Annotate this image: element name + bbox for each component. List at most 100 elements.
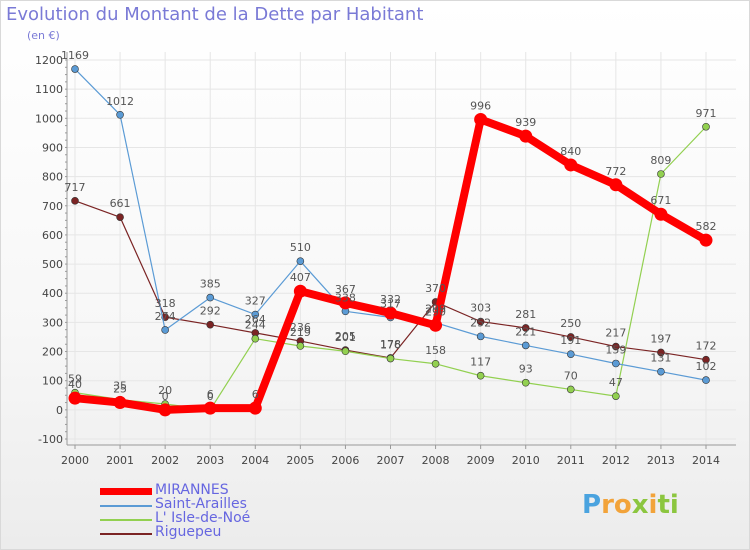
- data-label-riguepeu: 250: [560, 317, 581, 330]
- data-label-mirannes: 582: [696, 220, 717, 233]
- legend-label-saint-arailles: Saint-Arailles: [155, 496, 247, 512]
- y-tick-label: 1200: [35, 54, 63, 67]
- data-label-saint-arailles: 1169: [61, 49, 89, 62]
- point-riguepeu: [612, 342, 620, 351]
- legend-label-mirannes: MIRANNES: [155, 482, 229, 498]
- y-tick-label: 300: [42, 316, 63, 329]
- data-label-riguepeu: 661: [110, 197, 131, 210]
- data-label-mirannes: 25: [113, 383, 127, 396]
- data-label-l-isle-de-no: 35: [113, 380, 127, 393]
- point-mirannes: [338, 296, 352, 310]
- y-tick-label: 200: [42, 346, 63, 359]
- data-label-saint-arailles: 221: [515, 325, 536, 338]
- point-saint-arailles: [476, 332, 485, 341]
- legend-swatch-riguepeu: [100, 533, 152, 535]
- data-label-saint-arailles: 338: [335, 291, 356, 304]
- data-label-mirannes: 0: [162, 390, 169, 403]
- point-saint-arailles: [161, 326, 169, 334]
- data-label-l-isle-de-no: 201: [335, 331, 356, 344]
- x-tick-label: 2000: [61, 454, 89, 467]
- point-mirannes: [699, 233, 713, 247]
- y-tick-label: 700: [42, 200, 63, 213]
- legend-swatch-saint-arailles: [100, 505, 152, 507]
- data-label-saint-arailles: 102: [696, 360, 717, 373]
- data-label-saint-arailles: 299: [425, 303, 446, 316]
- data-label-mirannes: 290: [425, 305, 446, 318]
- x-tick-label: 2012: [602, 454, 630, 467]
- point-l-isle-de-no: [612, 392, 620, 400]
- data-label-mirannes: 840: [560, 145, 581, 158]
- point-riguepeu: [657, 348, 665, 357]
- data-label-riguepeu: 717: [65, 181, 86, 194]
- x-tick-label: 2009: [467, 454, 495, 467]
- x-tick-label: 2001: [106, 454, 134, 467]
- point-l-isle-de-no: [521, 378, 530, 387]
- data-label-l-isle-de-no: 219: [290, 326, 311, 339]
- data-label-saint-arailles: 327: [245, 295, 266, 308]
- point-riguepeu: [206, 320, 215, 329]
- point-saint-arailles: [206, 293, 215, 302]
- point-mirannes: [203, 401, 217, 415]
- point-riguepeu: [116, 213, 124, 221]
- data-label-riguepeu: 205: [335, 330, 356, 343]
- y-tick-label: 500: [42, 258, 63, 271]
- data-label-l-isle-de-no: 117: [470, 356, 491, 369]
- brand-logo: Proxiti: [582, 490, 679, 520]
- point-l-isle-de-no: [386, 354, 395, 363]
- point-saint-arailles: [612, 359, 620, 368]
- data-label-riguepeu: 303: [470, 302, 491, 315]
- point-mirannes: [474, 112, 488, 126]
- point-saint-arailles: [251, 310, 260, 319]
- point-l-isle-de-no: [702, 122, 710, 131]
- y-tick-label: 100: [42, 375, 63, 388]
- data-label-l-isle-de-no: 47: [609, 376, 623, 389]
- data-label-saint-arailles: 317: [380, 297, 401, 310]
- data-label-mirannes: 996: [470, 99, 491, 112]
- x-tick-label: 2005: [286, 454, 314, 467]
- point-mirannes: [113, 396, 127, 410]
- point-saint-arailles: [116, 111, 124, 119]
- x-tick-label: 2003: [196, 454, 224, 467]
- point-riguepeu: [702, 355, 710, 364]
- x-tick-label: 2004: [241, 454, 269, 467]
- point-l-isle-de-no: [341, 347, 350, 356]
- y-tick-label: 0: [56, 404, 63, 417]
- data-label-riguepeu: 370: [425, 282, 446, 295]
- y-tick-label: 800: [42, 171, 63, 184]
- legend-item-isle-de-noe: L' Isle-de-Noé: [100, 511, 360, 526]
- x-tick-label: 2010: [512, 454, 540, 467]
- point-l-isle-de-no: [431, 359, 440, 368]
- point-mirannes: [429, 318, 443, 332]
- x-tick-label: 2014: [692, 454, 720, 467]
- x-tick-label: 2006: [331, 454, 359, 467]
- data-label-saint-arailles: 252: [470, 316, 491, 329]
- legend: MIRANNES Saint-Arailles L' Isle-de-Noé R…: [100, 482, 360, 540]
- point-mirannes: [293, 284, 307, 298]
- data-label-mirannes: 772: [605, 165, 626, 178]
- point-mirannes: [609, 178, 623, 192]
- x-tick-label: 2013: [647, 454, 675, 467]
- data-label-l-isle-de-no: 70: [564, 369, 578, 382]
- point-saint-arailles: [657, 367, 665, 376]
- x-tick-label: 2011: [557, 454, 585, 467]
- legend-item-riguepeu: Riguepeu: [100, 525, 360, 540]
- point-mirannes: [564, 158, 578, 172]
- data-label-saint-arailles: 274: [155, 310, 176, 323]
- data-label-riguepeu: 292: [200, 305, 221, 318]
- point-riguepeu: [566, 333, 575, 341]
- data-label-saint-arailles: 1012: [106, 95, 134, 108]
- point-mirannes: [519, 129, 533, 143]
- legend-item-saint-arailles: Saint-Arailles: [100, 496, 360, 512]
- data-label-saint-arailles: 385: [200, 278, 221, 291]
- data-label-l-isle-de-no: 809: [650, 154, 671, 167]
- point-mirannes: [248, 401, 262, 415]
- point-l-isle-de-no: [296, 342, 305, 350]
- point-l-isle-de-no: [251, 334, 260, 343]
- point-saint-arailles: [521, 341, 530, 350]
- data-label-riguepeu: 197: [650, 332, 671, 345]
- point-saint-arailles: [566, 350, 575, 358]
- point-mirannes: [384, 306, 397, 320]
- chart-unit: (en €): [27, 29, 60, 42]
